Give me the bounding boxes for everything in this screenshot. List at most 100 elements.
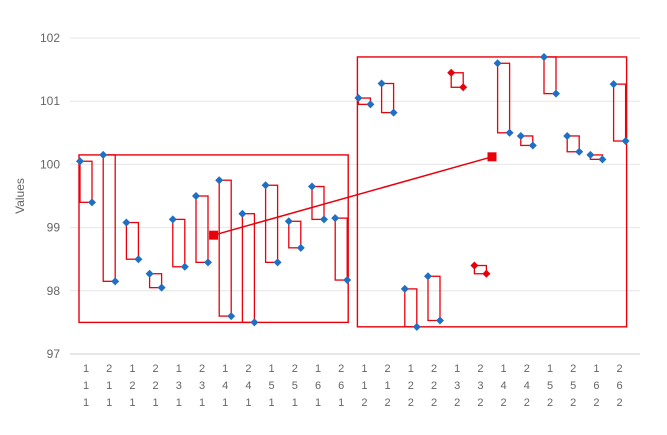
data-point [621,137,630,146]
group-box [543,56,557,95]
x-factor-label: 2 [129,380,135,392]
data-point [273,258,282,267]
group-box [450,72,464,88]
data-point [296,243,305,252]
group-box [288,220,302,249]
group-box [473,264,488,275]
x-factor-label: 4 [222,380,228,392]
x-factor-label: 3 [176,380,182,392]
x-factor-label: 2 [617,363,623,375]
x-factor-label: 1 [315,363,321,375]
x-factor-label: 1 [547,363,553,375]
data-point [122,218,131,227]
x-factor-label: 2 [292,363,298,375]
x-factor-label: 2 [408,397,414,409]
x-factor-label: 2 [385,397,391,409]
x-factor-label: 2 [454,397,460,409]
x-factor-label: 2 [385,363,391,375]
y-tick-label: 100 [40,157,60,171]
x-factor-label: 1 [501,363,507,375]
data-point [516,131,525,140]
x-factor-label: 1 [245,397,251,409]
data-point [400,284,409,293]
group-box [125,221,140,260]
data-point [227,312,236,321]
outer-box [78,154,349,324]
x-factor-label: 4 [524,380,530,392]
x-factor-label: 1 [454,363,460,375]
x-factor-label: 2 [570,397,576,409]
x-factor-label: 1 [269,397,275,409]
data-point [609,80,618,89]
y-tick-label: 102 [40,31,60,45]
x-factor-label: 1 [361,363,367,375]
x-factor-label: 4 [245,380,251,392]
group-box [334,217,348,281]
x-factor-label: 2 [477,397,483,409]
x-factor-label: 2 [570,363,576,375]
x-factor-label: 2 [593,397,599,409]
data-point [493,59,502,68]
y-tick-label: 98 [47,284,61,298]
x-factor-label: 6 [617,380,623,392]
data-point [366,100,375,109]
group-box [241,213,256,324]
data-point [204,258,212,267]
data-point [598,155,607,164]
data-point [343,276,352,285]
data-point [586,150,595,159]
mean-marker [209,230,219,240]
x-factor-label: 6 [315,380,321,392]
y-tick-label: 97 [47,347,61,361]
x-factor-label: 1 [222,363,228,375]
data-point [250,318,259,327]
x-factor-label: 2 [199,363,205,375]
group-box [566,135,580,153]
data-point [284,217,293,226]
data-point [424,272,432,281]
outer-box [356,56,628,328]
x-factor-label: 2 [106,363,112,375]
y-axis-label: Values [13,178,27,214]
x-factor-label: 1 [83,397,89,409]
x-factor-label: 6 [338,380,344,392]
group-box [218,179,232,317]
x-factor-label: 5 [547,380,553,392]
x-factor-label: 2 [431,397,437,409]
x-factor-label: 1 [338,397,344,409]
data-point [540,52,548,61]
group-box [311,185,325,221]
data-point [389,108,398,117]
group-box [264,184,279,264]
data-point [354,94,363,103]
x-factor-label: 5 [570,380,576,392]
data-point [238,209,247,218]
mean-connector [209,152,497,240]
x-factor-label: 2 [524,397,530,409]
x-factor-label: 5 [269,380,275,392]
data-point [168,215,177,224]
x-factor-label: 1 [408,363,414,375]
group-box [195,195,209,264]
data-point [88,198,96,207]
x-factor-label: 2 [501,397,507,409]
data-point [215,176,224,185]
data-point [447,68,456,77]
data-point [528,141,537,150]
group-boxes [79,56,627,328]
data-point [261,181,270,190]
data-point [377,79,386,88]
x-factor-label: 1 [106,397,112,409]
x-factor-label: 1 [83,363,89,375]
x-factor-label: 1 [269,363,275,375]
group-box [79,160,93,203]
x-factor-label: 1 [222,397,228,409]
data-point [99,150,108,159]
x-factor-label: 2 [361,397,367,409]
x-factor-label: 2 [338,363,344,375]
x-factor-label: 4 [501,380,507,392]
data-point [192,192,200,200]
data-point [459,83,468,92]
data-point [552,89,560,98]
